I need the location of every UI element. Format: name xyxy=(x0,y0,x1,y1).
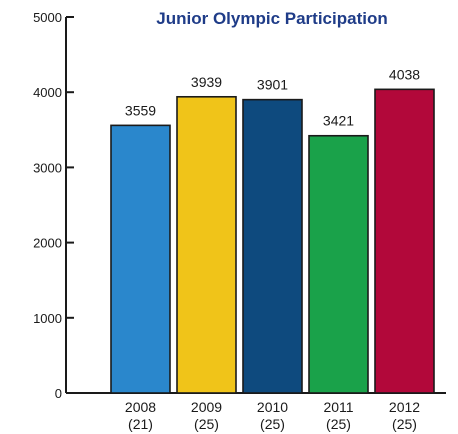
data-labels: 3559 3939 3901 3421 4038 xyxy=(125,66,420,128)
y-tick-label: 5000 xyxy=(33,10,62,25)
bar-2009 xyxy=(176,95,237,394)
x-tick-label-2011: 2011 xyxy=(323,399,353,415)
x-tick-sublabel-2009: (25) xyxy=(194,416,219,432)
data-label-2008: 3559 xyxy=(125,102,156,118)
y-axis-ticks: 0 1000 2000 3000 4000 5000 xyxy=(33,10,74,401)
bar-2011 xyxy=(308,134,369,394)
y-tick-label: 0 xyxy=(55,386,62,401)
x-axis-labels: 2008(21)2009(25)2010(25)2011(25)2012(25) xyxy=(125,399,420,432)
data-label-2010: 3901 xyxy=(257,77,288,93)
x-tick-label-2009: 2009 xyxy=(191,399,222,415)
data-label-2011: 3421 xyxy=(323,113,354,129)
x-tick-sublabel-2010: (25) xyxy=(260,416,285,432)
x-tick-label-2008: 2008 xyxy=(125,399,156,415)
data-label-2012: 4038 xyxy=(389,66,420,82)
y-tick-label: 4000 xyxy=(33,85,62,100)
y-tick-label: 3000 xyxy=(33,160,62,175)
y-tick-label: 2000 xyxy=(33,236,62,251)
y-tick-label: 1000 xyxy=(33,311,62,326)
x-tick-label-2012: 2012 xyxy=(389,399,420,415)
x-tick-sublabel-2011: (25) xyxy=(326,416,351,432)
x-tick-sublabel-2012: (25) xyxy=(392,416,417,432)
data-label-2009: 3939 xyxy=(191,74,222,90)
bar-2010 xyxy=(242,98,303,394)
x-tick-label-2010: 2010 xyxy=(257,399,288,415)
chart-title: Junior Olympic Participation xyxy=(156,9,387,28)
bars xyxy=(110,88,435,394)
x-tick-sublabel-2008: (21) xyxy=(128,416,153,432)
bar-2008 xyxy=(110,124,171,394)
bar-2012 xyxy=(374,88,435,394)
